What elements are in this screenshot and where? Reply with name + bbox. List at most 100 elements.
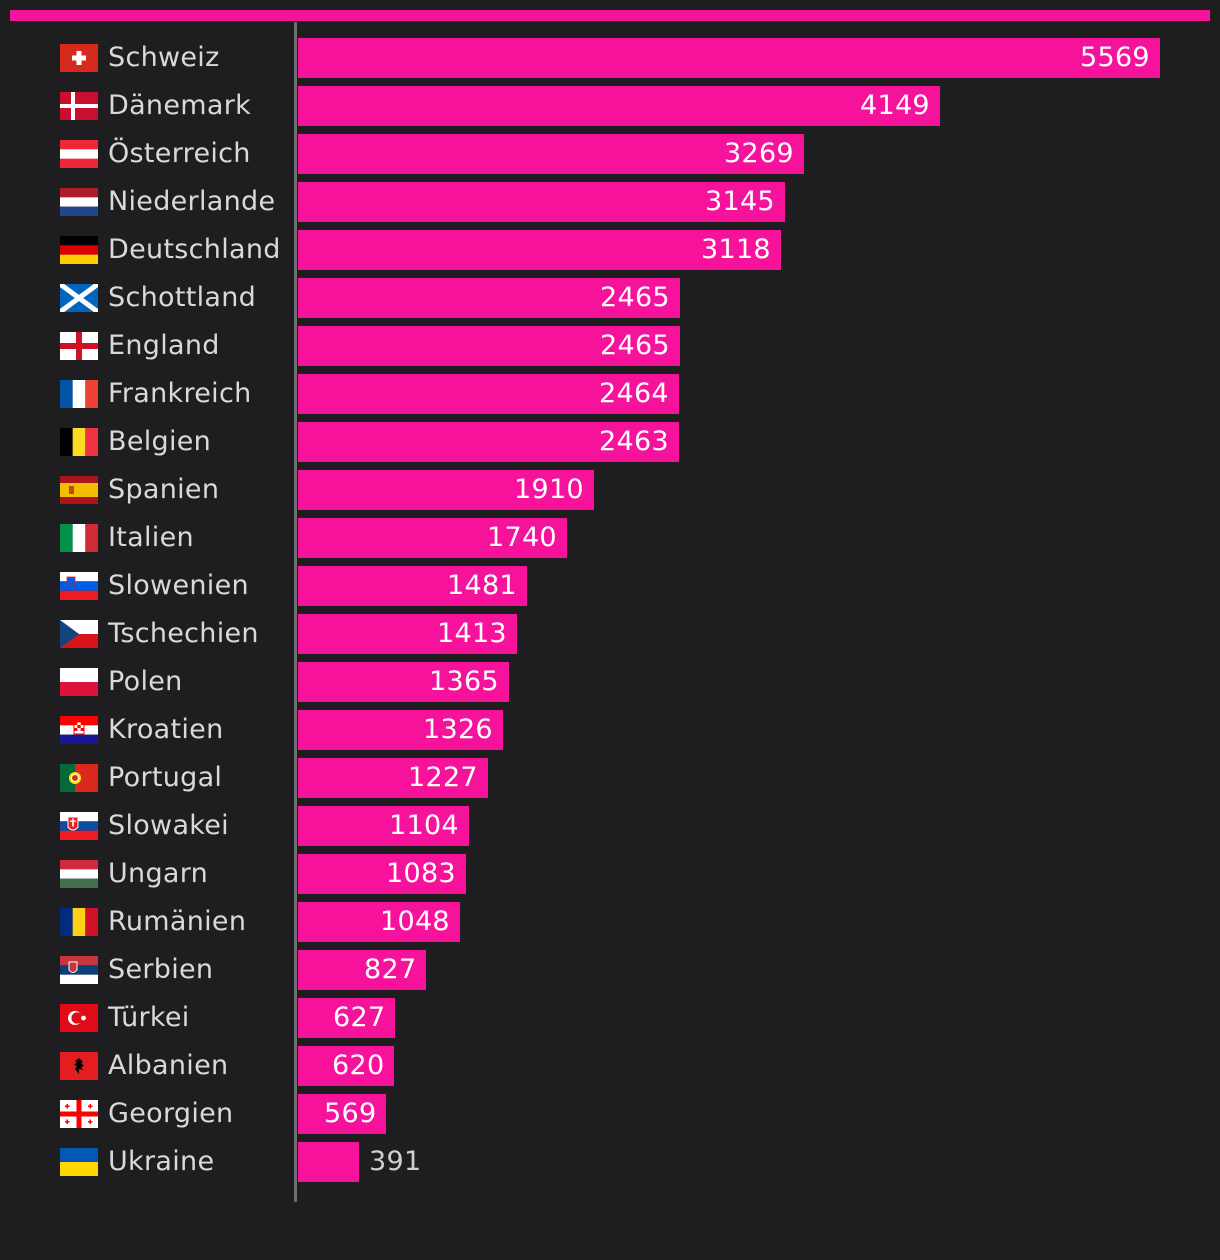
- value-label: 4149: [860, 90, 930, 121]
- flag-scotland-icon: [60, 284, 98, 312]
- flag-england-icon: [60, 332, 98, 360]
- flag-spain-icon: [60, 476, 98, 504]
- category-label: Rumänien: [108, 906, 247, 937]
- bar: [298, 614, 517, 654]
- category-label: Deutschland: [108, 234, 281, 265]
- bar: [298, 86, 940, 126]
- bar-row: Spanien 1910: [0, 470, 1220, 510]
- value-label: 569: [324, 1098, 377, 1129]
- flag-hungary-icon: [60, 860, 98, 888]
- flag-netherlands-icon: [60, 188, 98, 216]
- bar-row: Serbien 827: [0, 950, 1220, 990]
- category-label: Albanien: [108, 1050, 229, 1081]
- value-label: 627: [333, 1002, 386, 1033]
- value-label: 5569: [1080, 42, 1150, 73]
- value-label: 1365: [429, 666, 499, 697]
- bar-row: Italien 1740: [0, 518, 1220, 558]
- value-label: 1481: [447, 570, 517, 601]
- value-label: 391: [369, 1146, 422, 1177]
- flag-austria-icon: [60, 140, 98, 168]
- category-label: Italien: [108, 522, 194, 553]
- category-label: Schweiz: [108, 42, 220, 73]
- category-label: Portugal: [108, 762, 223, 793]
- value-label: 1227: [408, 762, 478, 793]
- flag-georgia-icon: [60, 1100, 98, 1128]
- bar: [298, 38, 1160, 78]
- bar-row: Österreich 3269: [0, 134, 1220, 174]
- category-label: England: [108, 330, 220, 361]
- value-label: 1413: [437, 618, 507, 649]
- bar-row: Albanien 620: [0, 1046, 1220, 1086]
- bar-row: England 2465: [0, 326, 1220, 366]
- value-label: 1083: [386, 858, 456, 889]
- bar: [298, 326, 680, 366]
- bar-row: Dänemark 4149: [0, 86, 1220, 126]
- category-label: Schottland: [108, 282, 257, 313]
- category-label: Tschechien: [108, 618, 259, 649]
- flag-switzerland-icon: [60, 44, 98, 72]
- flag-croatia-icon: [60, 716, 98, 744]
- category-label: Ukraine: [108, 1146, 215, 1177]
- category-label: Niederlande: [108, 186, 276, 217]
- category-label: Österreich: [108, 138, 251, 169]
- flag-denmark-icon: [60, 92, 98, 120]
- category-label: Polen: [108, 666, 183, 697]
- category-label: Slowakei: [108, 810, 229, 841]
- bar: [298, 950, 426, 990]
- value-label: 2463: [599, 426, 669, 457]
- flag-france-icon: [60, 380, 98, 408]
- bar: [298, 134, 804, 174]
- bar: [298, 422, 679, 462]
- bar-row: Türkei 627: [0, 998, 1220, 1038]
- category-label: Kroatien: [108, 714, 224, 745]
- bar: [298, 998, 395, 1038]
- value-label: 1104: [389, 810, 459, 841]
- bar-row: Slowakei 1104: [0, 806, 1220, 846]
- bar-row: Frankreich 2464: [0, 374, 1220, 414]
- value-label: 2465: [600, 282, 670, 313]
- bar-row: Georgien 569: [0, 1094, 1220, 1134]
- bar: [298, 278, 680, 318]
- bar: [298, 470, 594, 510]
- value-label: 1910: [514, 474, 584, 505]
- bar: [298, 1094, 386, 1134]
- bar-row: Portugal 1227: [0, 758, 1220, 798]
- flag-germany-icon: [60, 236, 98, 264]
- flag-belgium-icon: [60, 428, 98, 456]
- flag-poland-icon: [60, 668, 98, 696]
- top-accent-bar: [10, 10, 1210, 21]
- bar-row: Belgien 2463: [0, 422, 1220, 462]
- flag-romania-icon: [60, 908, 98, 936]
- bar-row: Schottland 2465: [0, 278, 1220, 318]
- bar: [298, 806, 469, 846]
- bar-row: Ungarn 1083: [0, 854, 1220, 894]
- flag-albania-icon: [60, 1052, 98, 1080]
- flag-portugal-icon: [60, 764, 98, 792]
- value-label: 3118: [701, 234, 771, 265]
- bar: [298, 710, 503, 750]
- bar-row: Schweiz 5569: [0, 38, 1220, 78]
- value-label: 1740: [487, 522, 557, 553]
- bar: [298, 854, 466, 894]
- value-label: 1326: [423, 714, 493, 745]
- bar: [298, 518, 567, 558]
- flag-serbia-icon: [60, 956, 98, 984]
- category-label: Spanien: [108, 474, 220, 505]
- bar-row: Rumänien 1048: [0, 902, 1220, 942]
- value-label: 827: [364, 954, 417, 985]
- value-label: 1048: [380, 906, 450, 937]
- flag-slovakia-icon: [60, 812, 98, 840]
- bar-row: Deutschland 3118: [0, 230, 1220, 270]
- flag-italy-icon: [60, 524, 98, 552]
- bar-row: Polen 1365: [0, 662, 1220, 702]
- value-label: 2464: [599, 378, 669, 409]
- value-label: 620: [332, 1050, 385, 1081]
- category-label: Dänemark: [108, 90, 252, 121]
- bar-row: Ukraine 391: [0, 1142, 1220, 1182]
- bar: [298, 662, 509, 702]
- bar-row: Kroatien 1326: [0, 710, 1220, 750]
- bar: [298, 374, 679, 414]
- bar: [298, 902, 460, 942]
- bar: [298, 230, 781, 270]
- category-label: Türkei: [108, 1002, 190, 1033]
